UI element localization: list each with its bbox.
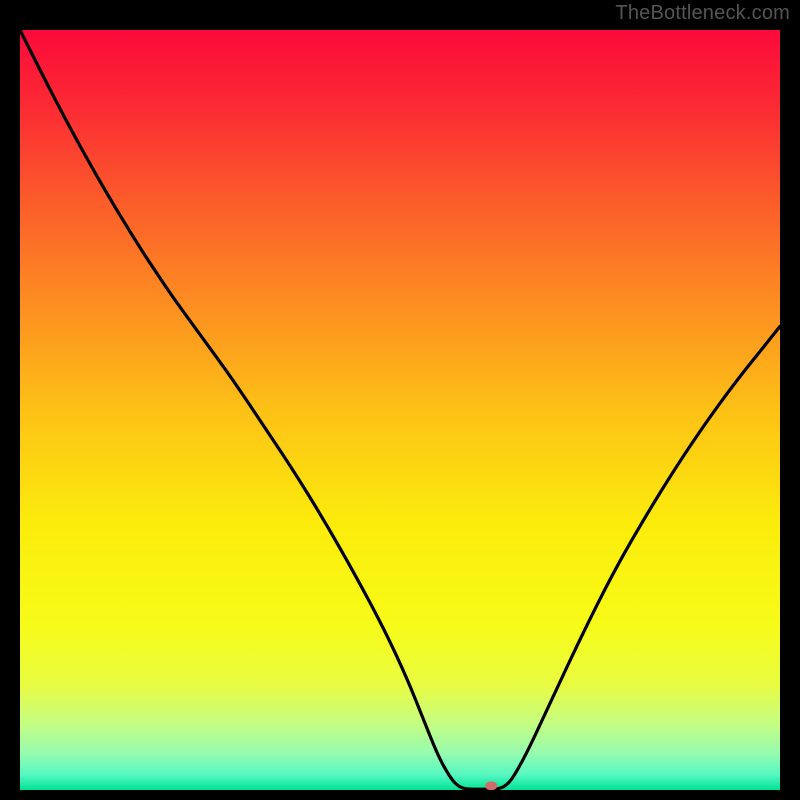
watermark-text: TheBottleneck.com — [615, 2, 790, 25]
bottleneck-chart — [0, 0, 800, 800]
optimal-marker — [485, 782, 497, 790]
plot-gradient — [20, 30, 780, 790]
chart-stage: TheBottleneck.com — [0, 0, 800, 800]
